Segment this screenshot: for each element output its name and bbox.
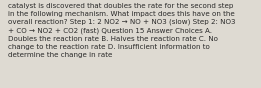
Text: catalyst is discovered that doubles the rate for the second step
in the followin: catalyst is discovered that doubles the …	[8, 3, 235, 58]
